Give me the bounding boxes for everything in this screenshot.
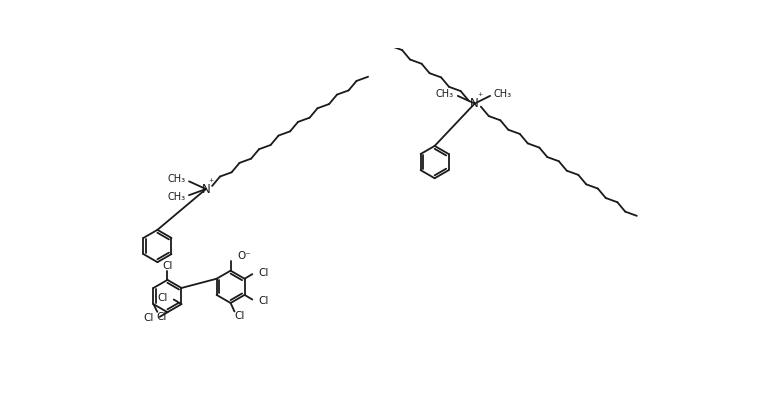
Text: Cl: Cl xyxy=(163,261,173,271)
Text: CH₃: CH₃ xyxy=(436,89,454,99)
Text: Cl: Cl xyxy=(259,296,269,306)
Text: Cl: Cl xyxy=(156,312,167,322)
Text: N: N xyxy=(202,182,210,196)
Text: N: N xyxy=(470,97,479,110)
Text: O⁻: O⁻ xyxy=(238,251,251,261)
Text: ⁺: ⁺ xyxy=(209,178,214,188)
Text: Cl: Cl xyxy=(259,267,269,277)
Text: CH₃: CH₃ xyxy=(167,192,185,202)
Text: CH₃: CH₃ xyxy=(494,89,512,99)
Text: Cl: Cl xyxy=(143,314,153,323)
Text: CH₃: CH₃ xyxy=(167,174,185,184)
Text: Cl: Cl xyxy=(235,311,245,321)
Text: ⁺: ⁺ xyxy=(478,92,482,102)
Text: Cl: Cl xyxy=(157,293,167,303)
